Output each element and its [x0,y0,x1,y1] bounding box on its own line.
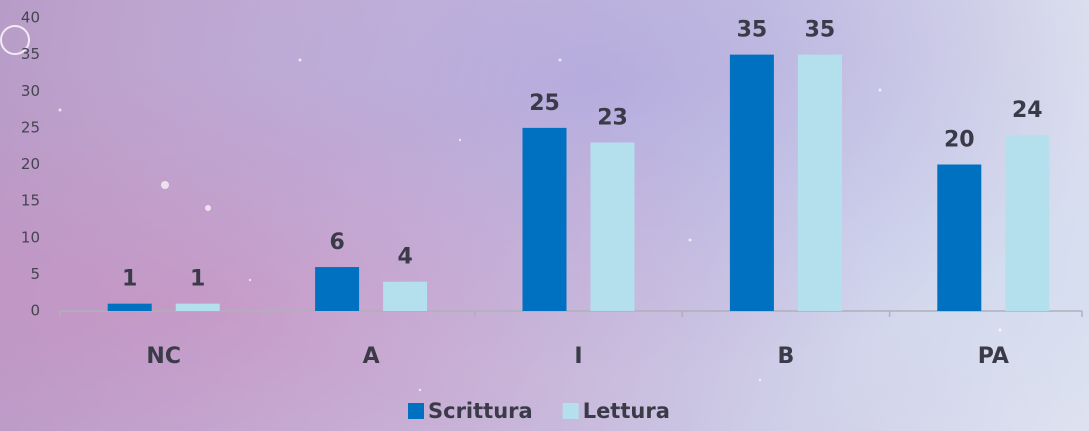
chart: 0 5 10 15 20 25 30 35 40 NC 1 1 A 6 4 I 25 23 B 35 35 PA 20 24 S… [0,0,1089,431]
bar [1005,135,1049,311]
value-label: 25 [529,91,560,116]
bar [315,267,359,311]
legend-label: Lettura [583,399,670,423]
y-tick-label: 10 [21,228,40,246]
value-label: 1 [190,267,205,292]
bar [591,143,635,311]
x-tick-label: PA [978,344,1009,369]
y-tick-label: 5 [30,265,40,283]
value-label: 35 [805,18,836,43]
y-tick-label: 40 [21,9,40,27]
legend-swatch [563,403,579,419]
value-label: 4 [397,245,412,270]
y-tick-label: 30 [21,82,40,100]
x-tick-label: NC [146,344,181,369]
value-label: 23 [597,106,628,131]
bar [730,55,774,311]
legend-swatch [408,403,424,419]
bar [937,165,981,312]
legend-label: Scrittura [428,399,533,423]
value-label: 35 [737,18,768,43]
slide: 0 5 10 15 20 25 30 35 40 NC 1 1 A 6 4 I 25 23 B 35 35 PA 20 24 S… [0,0,1089,431]
y-tick-label: 15 [21,192,40,210]
bar [108,304,152,311]
bar [523,128,567,311]
value-label: 1 [122,267,137,292]
bar [798,55,842,311]
value-label: 6 [329,230,344,255]
x-tick-label: B [778,344,795,369]
bar [383,282,427,311]
value-label: 24 [1012,98,1043,123]
value-label: 20 [944,128,975,153]
y-tick-label: 0 [30,302,40,320]
x-tick-label: I [574,344,582,369]
y-tick-label: 25 [21,118,40,136]
y-tick-label: 35 [21,45,40,63]
bar [176,304,220,311]
x-tick-label: A [363,344,380,369]
y-tick-label: 20 [21,155,40,173]
